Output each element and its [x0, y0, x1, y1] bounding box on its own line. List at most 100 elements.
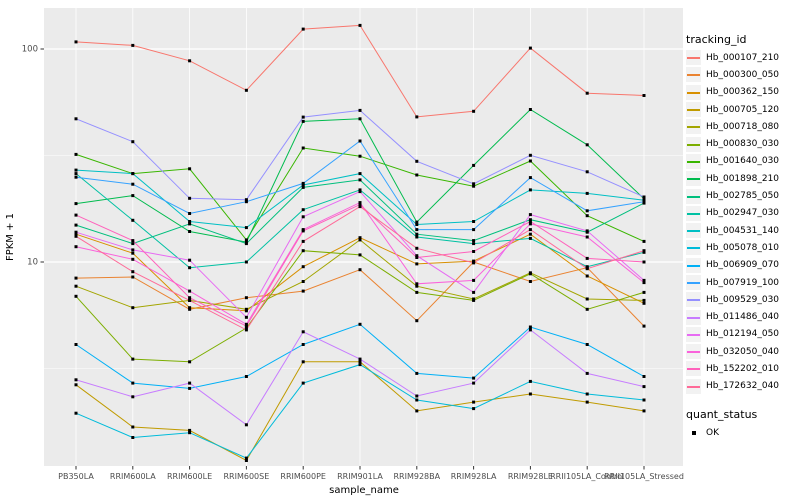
legend-label: Hb_012194_050	[706, 329, 780, 340]
data-point	[472, 376, 476, 380]
legend-key-line-icon	[686, 84, 701, 100]
legend-color-line	[687, 74, 700, 77]
legend-item-Hb_007919_100: Hb_007919_100	[686, 274, 798, 291]
data-point	[585, 265, 589, 269]
legend-color-line	[687, 282, 700, 284]
data-point	[244, 307, 248, 311]
data-point	[131, 239, 135, 243]
data-point	[585, 392, 589, 396]
data-point	[415, 223, 419, 226]
legend-label: Hb_000705_120	[706, 104, 780, 115]
legend-color-line	[687, 247, 700, 250]
legend-key-line-icon	[686, 223, 701, 239]
x-tick-label: RRIM901LA	[337, 472, 383, 481]
data-point	[415, 290, 419, 294]
legend-item-Hb_032050_040: Hb_032050_040	[686, 343, 798, 360]
data-point	[301, 343, 305, 346]
data-point	[244, 226, 248, 230]
data-point	[301, 289, 305, 293]
legend-label: Hb_172632_040	[706, 381, 780, 392]
data-point	[415, 409, 419, 413]
data-point	[472, 250, 476, 253]
data-point	[301, 229, 305, 233]
y-tick-label: 100	[22, 45, 38, 55]
data-point	[131, 43, 135, 47]
data-point	[358, 201, 362, 205]
data-point	[188, 307, 192, 311]
data-point	[301, 119, 305, 123]
data-point	[131, 381, 135, 385]
legend-key-line-icon	[686, 102, 701, 118]
x-tick-label: RRIM600SE	[224, 472, 270, 481]
legend-item-Hb_000718_080: Hb_000718_080	[686, 118, 798, 135]
data-point	[472, 290, 476, 294]
legend-item-Hb_004531_140: Hb_004531_140	[686, 222, 798, 239]
data-point	[131, 275, 135, 279]
legend-item-quant-OK: OK	[686, 424, 798, 441]
data-point	[358, 190, 362, 194]
data-point	[74, 230, 78, 234]
legend-color-line	[687, 385, 700, 388]
data-point	[585, 256, 589, 260]
plot-panel: PB350LA RRIM600LA RRIM600LE RRIM600SE RRIM60…	[22, 8, 684, 481]
legend-color-line	[687, 299, 700, 302]
data-point	[244, 375, 248, 378]
data-point	[244, 322, 248, 326]
legend-item-Hb_011486_040: Hb_011486_040	[686, 308, 798, 325]
data-point	[415, 220, 419, 224]
data-point	[188, 258, 192, 262]
x-tick-label: RRIM928BA	[393, 472, 440, 481]
data-point	[585, 229, 589, 233]
data-point	[188, 296, 192, 300]
x-tick-label: RRII105LA_Control	[550, 472, 624, 481]
data-point	[131, 182, 135, 186]
data-point	[131, 194, 135, 198]
data-point	[358, 205, 362, 209]
legend-label: Hb_007919_100	[706, 277, 780, 288]
data-point	[131, 251, 135, 255]
data-point	[415, 284, 419, 288]
legend-color-line	[687, 333, 700, 336]
legend-title-quant-status: quant_status	[686, 407, 758, 421]
data-point	[301, 208, 305, 212]
data-point	[131, 425, 135, 429]
data-point	[131, 395, 135, 399]
legend-key-line-icon	[686, 153, 701, 169]
data-point	[188, 360, 192, 364]
legend-item-Hb_000300_050: Hb_000300_050	[686, 66, 798, 83]
data-point	[244, 88, 248, 92]
data-point	[244, 326, 248, 330]
data-point	[472, 163, 476, 167]
data-point	[188, 222, 192, 226]
data-point	[528, 159, 532, 163]
data-point	[301, 115, 305, 119]
legend-label: Hb_001898_210	[706, 173, 780, 184]
data-point	[301, 239, 305, 243]
data-point	[585, 297, 589, 301]
data-point	[415, 173, 419, 177]
legend-color-line	[687, 143, 700, 146]
legend-key-line-icon	[686, 326, 701, 342]
data-point	[472, 298, 476, 302]
data-point	[585, 371, 589, 375]
legend-key-line-icon	[686, 361, 701, 377]
data-point	[244, 200, 248, 204]
data-point	[74, 383, 78, 387]
x-tick-label: RRIM928LE	[508, 472, 553, 481]
legend-key-line-icon	[686, 378, 701, 394]
data-point	[472, 381, 476, 385]
data-point	[74, 202, 78, 206]
legend-item-Hb_172632_040: Hb_172632_040	[686, 378, 798, 395]
legend-item-Hb_012194_050: Hb_012194_050	[686, 326, 798, 343]
data-point	[472, 407, 476, 411]
legend-color-line	[687, 368, 700, 371]
data-point	[528, 213, 532, 217]
data-point	[131, 357, 135, 361]
data-point	[131, 172, 135, 176]
data-point	[528, 236, 532, 240]
data-point	[642, 281, 646, 285]
data-point	[131, 257, 135, 261]
legend-label: Hb_005078_010	[706, 242, 780, 253]
data-point	[188, 381, 192, 385]
data-point	[301, 330, 305, 334]
